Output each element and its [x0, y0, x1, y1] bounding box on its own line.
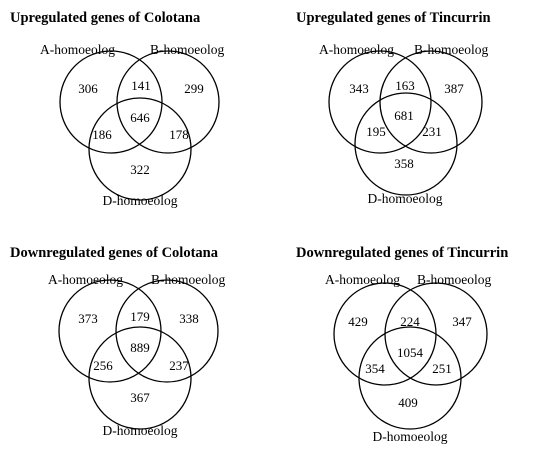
- count-b-only: 347: [452, 314, 472, 329]
- label-a-homoeolog: A-homoeolog: [319, 42, 394, 57]
- count-ad: 195: [366, 124, 386, 139]
- count-b-only: 299: [184, 81, 204, 96]
- count-bd: 231: [422, 124, 442, 139]
- count-a-only: 373: [78, 311, 98, 326]
- label-b-homoeolog: B-homoeolog: [417, 272, 491, 287]
- count-abd: 1054: [397, 345, 424, 360]
- count-bd: 237: [169, 358, 189, 373]
- panel-title: Upregulated genes of Colotana: [10, 10, 201, 26]
- count-ab: 163: [395, 78, 415, 93]
- count-ab: 179: [130, 309, 150, 324]
- count-bd: 251: [432, 361, 452, 376]
- label-d-homoeolog: D-homoeolog: [368, 191, 443, 206]
- label-a-homoeolog: A-homoeolog: [325, 272, 400, 287]
- count-ad: 354: [365, 361, 385, 376]
- count-b-only: 338: [179, 311, 199, 326]
- label-a-homoeolog: A-homoeolog: [48, 272, 123, 287]
- count-ab: 224: [400, 314, 420, 329]
- label-d-homoeolog: D-homoeolog: [103, 193, 178, 208]
- count-a-only: 306: [78, 81, 98, 96]
- count-ad: 186: [92, 127, 112, 142]
- circle-b: [115, 279, 219, 383]
- count-d-only: 409: [398, 395, 418, 410]
- panel-title: Upregulated genes of Tincurrin: [296, 10, 491, 26]
- count-abd: 646: [130, 110, 150, 125]
- circle-d: [88, 97, 192, 201]
- label-d-homoeolog: D-homoeolog: [373, 429, 448, 444]
- count-d-only: 358: [394, 156, 414, 171]
- count-ab: 141: [131, 78, 151, 93]
- circle-d: [354, 92, 458, 196]
- label-b-homoeolog: B-homoeolog: [414, 42, 488, 57]
- venn-panel-up-colotana: Upregulated genes of Colotana A-homoeolo…: [10, 10, 224, 208]
- count-b-only: 387: [444, 81, 464, 96]
- circle-a: [328, 50, 432, 154]
- circle-d: [88, 326, 192, 430]
- venn-panel-up-tincurrin: Upregulated genes of Tincurrin A-homoeol…: [296, 10, 491, 206]
- panel-title: Downregulated genes of Tincurrin: [296, 245, 508, 261]
- venn-panel-down-colotana: Downregulated genes of Colotana A-homoeo…: [10, 245, 225, 438]
- count-d-only: 367: [130, 390, 150, 405]
- circle-a: [59, 50, 163, 154]
- count-a-only: 429: [348, 314, 368, 329]
- count-abd: 681: [394, 108, 414, 123]
- label-b-homoeolog: B-homoeolog: [150, 42, 224, 57]
- circle-b: [116, 50, 220, 154]
- panel-title: Downregulated genes of Colotana: [10, 245, 219, 261]
- count-ad: 256: [93, 358, 113, 373]
- label-a-homoeolog: A-homoeolog: [40, 42, 115, 57]
- count-abd: 889: [130, 340, 150, 355]
- circle-d: [358, 326, 462, 430]
- count-d-only: 322: [130, 162, 150, 177]
- circle-b: [379, 50, 483, 154]
- venn-panel-down-tincurrin: Downregulated genes of Tincurrin A-homoe…: [296, 245, 508, 444]
- label-b-homoeolog: B-homoeolog: [151, 272, 225, 287]
- label-d-homoeolog: D-homoeolog: [103, 423, 178, 438]
- count-a-only: 343: [349, 81, 369, 96]
- count-bd: 178: [169, 127, 189, 142]
